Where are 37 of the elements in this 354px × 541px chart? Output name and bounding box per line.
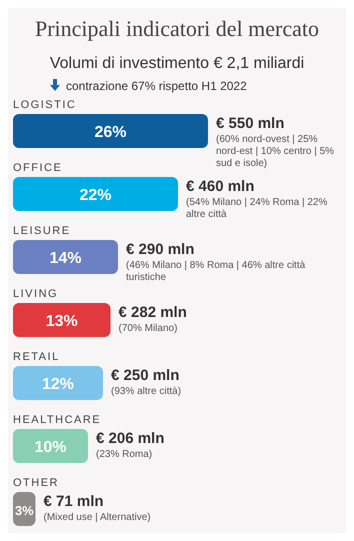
data-label: 13% [46,313,78,330]
data-label: 12% [42,376,74,393]
y-tick-label: HEALTHCARE [13,414,102,426]
annotation: (54% Milano | 24% Roma | 22% altre città [186,197,328,220]
data-label: 22% [79,187,112,204]
annotation: € 460 mln [186,178,254,195]
annotation: (46% Milano | 8% Roma | 46% altre città turistiche [126,260,306,283]
annotation: (Mixed use | Alternative) [44,512,151,523]
y-tick-label: LOGISTIC [13,99,76,111]
annotation: (70% Milano) [118,323,178,334]
bar [13,114,208,148]
annotation: (93% altre città) [111,386,182,397]
data-label: 10% [34,439,67,456]
annotation: € 206 mln [96,430,164,447]
bar [13,429,88,463]
annotation: (60% nord-ovest | 25% nord-est | 10% centro | 5% sud e isole) [216,134,334,169]
annotation: € 71 mln [44,493,104,510]
chart-title: Principali indicatori del mercato [34,16,320,41]
annotation: € 250 mln [111,367,180,384]
y-tick-label: OFFICE [13,162,62,174]
y-tick-label: OTHER [13,477,59,489]
y-tick-label: RETAIL [13,351,60,363]
annotation: € 550 mln [216,115,284,132]
bar [13,303,110,337]
bar [13,366,103,400]
annotation: € 290 mln [126,241,194,258]
chart-subtitle: Volumi di investimento € 2,1 miliardi [50,55,304,72]
data-label: 14% [49,250,82,267]
y-tick-label: LEISURE [13,225,71,237]
bar [13,177,178,211]
bar [13,240,118,274]
annotation: (23% Roma) [96,449,152,460]
data-label: 26% [94,124,127,141]
y-tick-label: LIVING [13,288,58,300]
annotation: € 282 mln [118,304,187,321]
data-label: 3% [14,503,34,518]
text: contrazione 67% rispetto H1 2022 [66,79,248,93]
